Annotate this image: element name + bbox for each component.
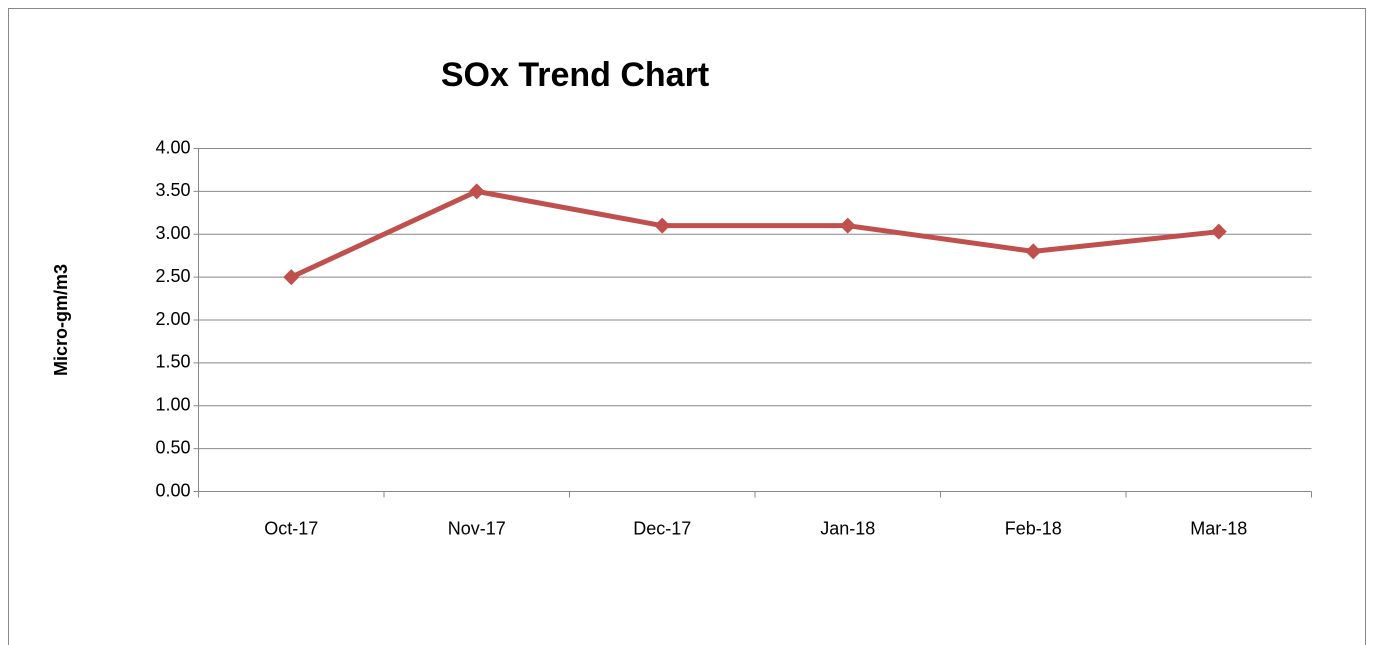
- chart-title: SOx Trend Chart: [441, 56, 709, 94]
- x-tick-label: Dec-17: [633, 518, 691, 538]
- y-tick-label: 2.50: [155, 266, 190, 286]
- x-tick-label: Mar-18: [1190, 518, 1247, 538]
- data-point: [654, 217, 671, 234]
- data-point: [1025, 243, 1042, 260]
- x-tick-label: Nov-17: [448, 518, 506, 538]
- y-axis-label: Micro-gm/m3: [51, 264, 71, 376]
- y-tick-label: 0.00: [155, 480, 190, 500]
- x-tick-label: Jan-18: [820, 518, 875, 538]
- y-tick-label: 3.50: [155, 180, 190, 200]
- y-tick-label: 1.50: [155, 352, 190, 372]
- y-tick-label: 4.00: [155, 137, 190, 157]
- y-tick-label: 0.50: [155, 437, 190, 457]
- data-point: [283, 269, 300, 286]
- y-tick-label: 3.00: [155, 223, 190, 243]
- data-point: [1210, 223, 1227, 240]
- y-tick-label: 2.00: [155, 309, 190, 329]
- data-point: [839, 217, 856, 234]
- series-line: [290, 188, 1220, 280]
- x-tick-label: Oct-17: [264, 518, 318, 538]
- data-point: [468, 183, 485, 200]
- chart-border: [8, 8, 1366, 645]
- x-tick-label: Feb-18: [1005, 518, 1062, 538]
- y-tick-label: 1.00: [155, 395, 190, 415]
